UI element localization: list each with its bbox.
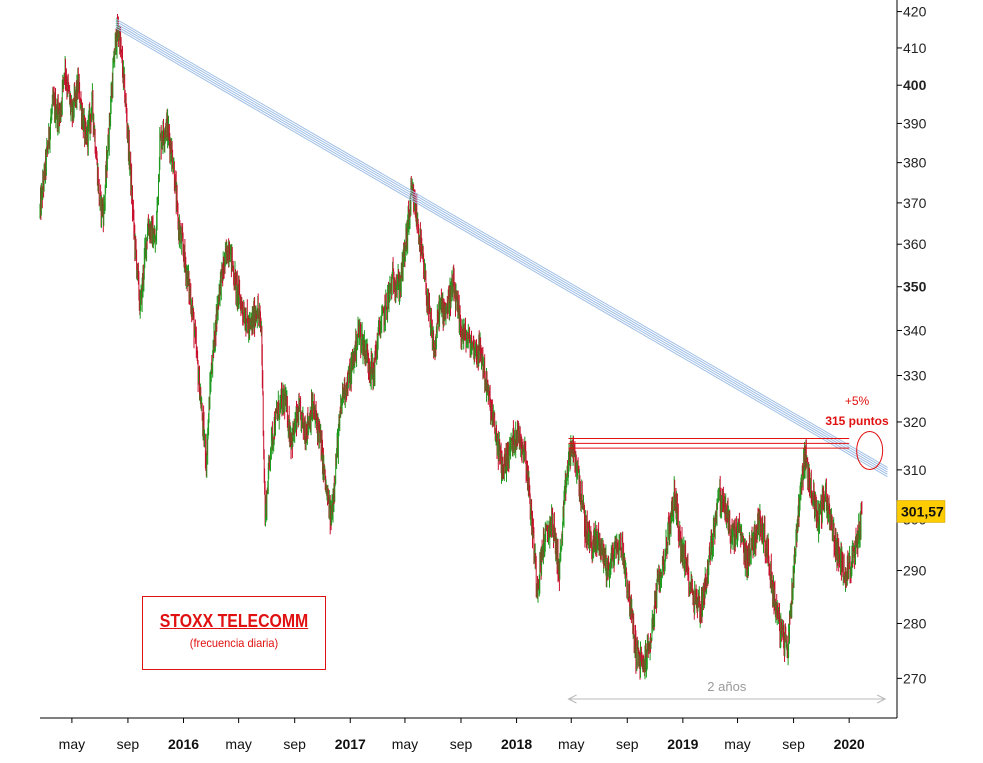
- x-tick-label: sep: [117, 736, 140, 752]
- y-tick-label: 380: [903, 155, 927, 171]
- x-axis-ticks: may sep 2016 may sep 2017 may sep 2018 may sep 2019…: [59, 718, 865, 752]
- x-tick-label: may: [59, 736, 85, 752]
- x-tick-label: sep: [616, 736, 639, 752]
- y-tick-label: 290: [903, 563, 927, 579]
- y-tick-label: 390: [903, 115, 927, 131]
- chart-title-box: STOXX TELECOMM (frecuencia diaria): [142, 596, 326, 670]
- x-tick-label: 2018: [501, 736, 532, 752]
- x-tick-label: may: [225, 736, 251, 752]
- x-tick-label: 2016: [168, 736, 199, 752]
- x-tick-label: 2019: [667, 736, 698, 752]
- trend-resistance-line: [115, 25, 888, 475]
- y-axis-ticks: 2702802903003103203303403503603703803904…: [897, 4, 927, 686]
- y-tick-label: 280: [903, 615, 927, 631]
- target-circle: [856, 431, 884, 471]
- x-tick-label: may: [724, 736, 750, 752]
- span-arrow-left-head: [567, 694, 577, 704]
- last-price-tag: [896, 500, 946, 523]
- x-tick-label: sep: [283, 736, 306, 752]
- x-tick-label: sep: [450, 736, 473, 752]
- chart-title: STOXX TELECOMM: [159, 611, 309, 631]
- x-tick-label: sep: [782, 736, 805, 752]
- annotation-percent: +5%: [845, 394, 870, 408]
- x-tick-label: may: [558, 736, 584, 752]
- trend-resistance-line: [115, 27, 888, 478]
- y-tick-label: 410: [903, 40, 927, 56]
- y-tick-label: 370: [903, 195, 927, 211]
- y-tick-label: 400: [903, 77, 927, 93]
- y-tick-label: 340: [903, 322, 927, 338]
- span-arrow-right-head: [876, 694, 887, 704]
- chart-overlays: +5% 315 puntos 2 años 301,57: [115, 18, 946, 704]
- x-tick-label: 2020: [834, 736, 865, 752]
- y-tick-label: 360: [903, 236, 927, 252]
- y-tick-label: 330: [903, 368, 927, 384]
- y-tick-label: 350: [903, 279, 927, 295]
- annotation-target: 315 puntos: [825, 414, 889, 428]
- span-label: 2 años: [707, 679, 747, 694]
- y-tick-label: 320: [903, 414, 927, 430]
- x-tick-label: may: [392, 736, 418, 752]
- trend-resistance-line: [115, 20, 888, 471]
- y-tick-label: 270: [903, 670, 927, 686]
- x-tick-label: 2017: [335, 736, 366, 752]
- y-tick-label: 310: [903, 462, 927, 478]
- trend-resistance-line: [115, 18, 888, 468]
- last-price-label: 301,57: [901, 503, 944, 519]
- chart-subtitle: (frecuencia diaria): [189, 636, 279, 650]
- plot-area: [39, 14, 863, 680]
- y-tick-label: 420: [903, 4, 927, 20]
- trend-resistance-line: [115, 22, 888, 473]
